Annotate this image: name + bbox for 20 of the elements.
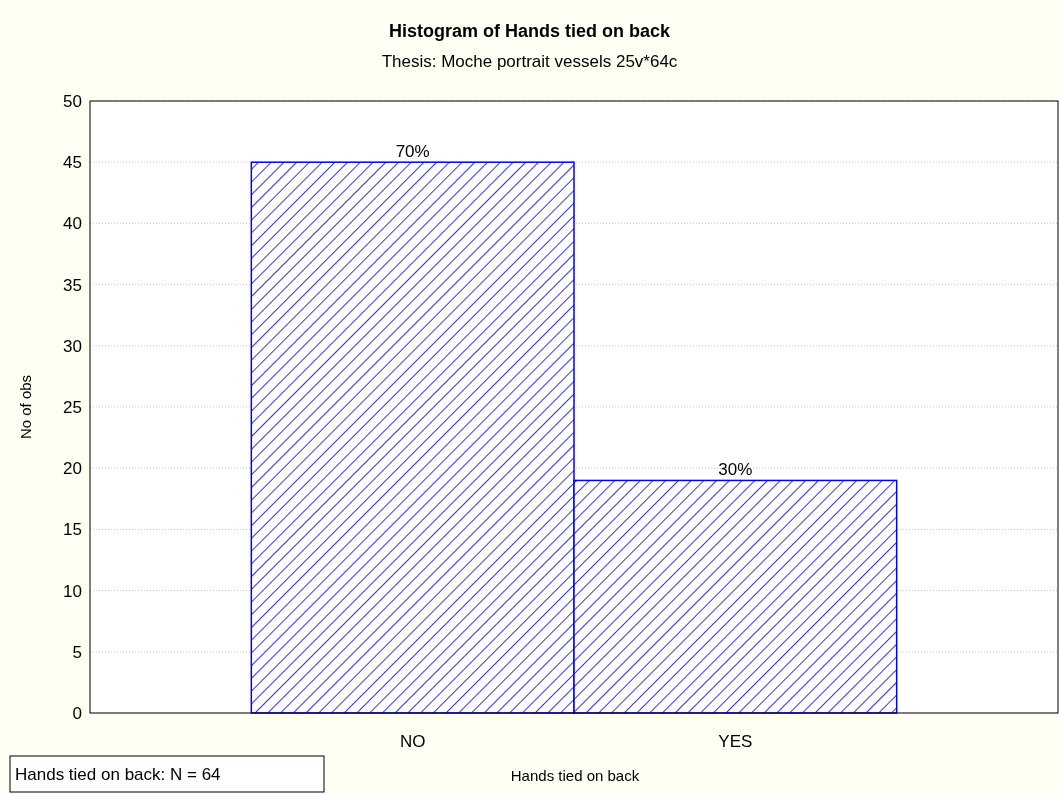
x-tick-label: NO (399, 732, 426, 751)
y-tick-label: 35 (63, 275, 82, 295)
y-tick-label: 5 (72, 642, 82, 662)
chart-title: Histogram of Hands tied on back (388, 21, 671, 41)
y-tick-label: 45 (63, 153, 82, 173)
y-tick-label: 50 (63, 91, 82, 111)
y-axis-title: No of obs (17, 374, 34, 440)
y-tick-label: 0 (72, 703, 82, 723)
annotation: 30% (718, 460, 753, 480)
text: Hands tied on back: N = 64 (15, 765, 221, 784)
y-tick-label: 25 (63, 397, 82, 417)
chart-subtitle: Thesis: Moche portrait vessels 25v*64c (381, 52, 678, 71)
x-axis-title: Hands tied on back (510, 767, 640, 784)
y-tick-label: 30 (63, 336, 82, 356)
y-tick-label: 20 (63, 459, 82, 479)
y-tick-label: 40 (63, 214, 82, 234)
y-tick-label: 15 (63, 520, 82, 540)
annotation: 70% (395, 142, 430, 162)
x-tick-label: YES (718, 732, 753, 751)
y-tick-label: 10 (63, 581, 82, 601)
